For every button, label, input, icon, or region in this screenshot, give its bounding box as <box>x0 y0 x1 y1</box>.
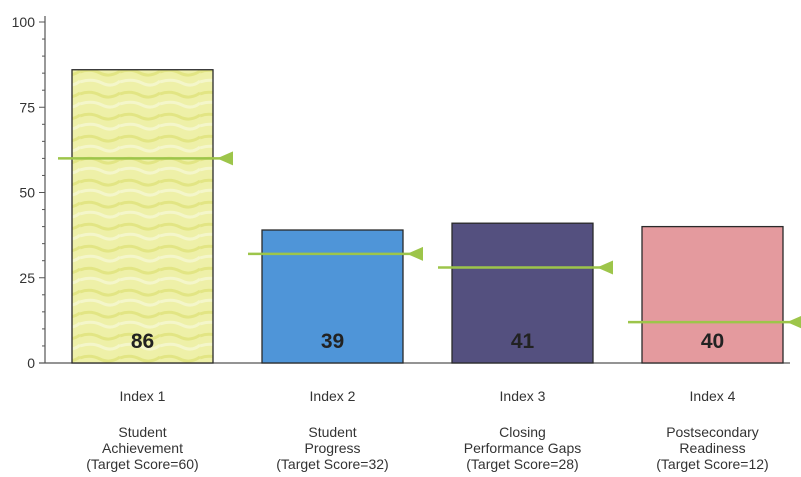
bar-value-label: 39 <box>321 330 344 353</box>
target-arrow <box>217 151 233 166</box>
bars: 86 39 41 40 <box>71 69 784 364</box>
y-tick-label: 100 <box>12 14 36 30</box>
category-description-line: (Target Score=60) <box>86 456 198 472</box>
bar-value-label: 86 <box>131 330 154 353</box>
category-description-line: Achievement <box>102 440 183 456</box>
category-description-line: Closing <box>499 424 546 440</box>
category-index-label: Index 2 <box>310 388 356 404</box>
category-description-line: Postsecondary <box>666 424 759 440</box>
category-description-line: Student <box>118 424 166 440</box>
category-description-line: (Target Score=32) <box>276 456 388 472</box>
bar <box>451 222 594 364</box>
bar <box>261 229 404 364</box>
category-description-line: Progress <box>304 440 360 456</box>
category-description-line: Student <box>308 424 356 440</box>
y-tick-label: 75 <box>19 99 35 115</box>
category-index-label: Index 3 <box>500 388 546 404</box>
category-description-line: (Target Score=28) <box>466 456 578 472</box>
target-arrow <box>787 315 801 329</box>
category-description-line: (Target Score=12) <box>656 456 768 472</box>
bar-value-label: 41 <box>511 330 535 353</box>
y-tick-label: 50 <box>19 185 35 201</box>
y-tick-label: 25 <box>19 270 35 286</box>
bar <box>641 225 784 364</box>
category-index-label: Index 4 <box>690 388 736 404</box>
y-tick-label: 0 <box>27 355 35 371</box>
category-description-line: Readiness <box>679 440 745 456</box>
category-description-line: Performance Gaps <box>464 440 582 456</box>
target-markers <box>58 151 801 329</box>
category-index-label: Index 1 <box>120 388 166 404</box>
bar-value-label: 40 <box>701 330 724 353</box>
bar <box>71 69 214 364</box>
target-arrow <box>407 246 423 261</box>
target-arrow <box>597 260 613 275</box>
